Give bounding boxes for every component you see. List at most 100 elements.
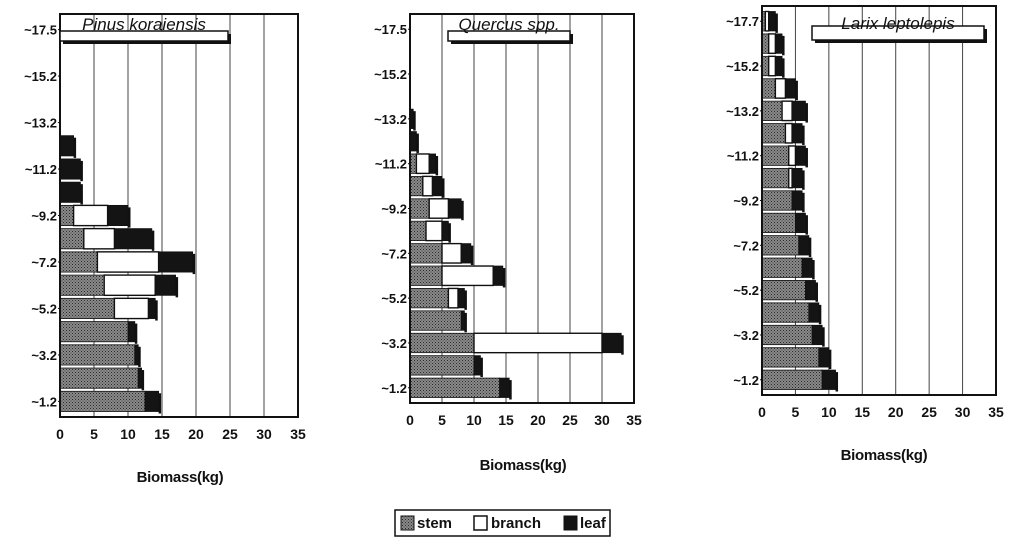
bar-shadow-~12.2 [802, 125, 805, 145]
bar-leaf-~6.2 [801, 257, 813, 278]
bar-leaf-~9.2 [107, 204, 129, 227]
bar-stem-~7.2 [409, 243, 443, 264]
x-tick-label-5: 5 [438, 412, 446, 428]
bar-stem-~8.2 [409, 220, 427, 242]
y-tick-label: ~9.2 [381, 202, 407, 217]
x-tick-label-5: 5 [90, 426, 98, 442]
bar-shadow-~1.2 [158, 393, 162, 414]
bar-shadow-~7.2 [470, 245, 474, 266]
bar-branch-~5.2 [447, 287, 459, 309]
y-tick-label: ~1.2 [733, 373, 759, 388]
y-tick-label: ~17.5 [24, 23, 57, 38]
y-tick-label: ~3.2 [733, 328, 759, 343]
x-tick-label-15: 15 [498, 412, 514, 428]
legend-label-stem: stem [417, 515, 452, 532]
bar-leaf-~8.2 [795, 212, 806, 234]
x-axis-label: Biomass(kg) [137, 469, 224, 486]
legend-label-leaf: leaf [580, 515, 607, 532]
bar-branch-~8.2 [83, 227, 116, 250]
y-tick-label: ~9.2 [733, 194, 759, 209]
x-tick-label-35: 35 [626, 412, 642, 428]
species-label-box [447, 30, 571, 42]
bar-stem-~13.2 [761, 100, 783, 121]
bar-shadow-~1.2 [509, 380, 512, 400]
bar-shadow-~8.2 [151, 230, 155, 251]
chart-pinus-koraiensis: ~17.5 ~15.2 ~13.2 ~11.2 ~9.2 ~7.2 ~5.2 ~3.2 ~1.2… [24, 13, 306, 486]
x-tick-label-30: 30 [256, 426, 272, 442]
bar-shadow-~8.2 [448, 223, 451, 243]
x-tick-label-30: 30 [594, 412, 610, 428]
bar-shadow-~5.2 [155, 300, 158, 321]
bar-shadow-~3.2 [822, 327, 825, 347]
bar-stem-~4.2 [59, 321, 129, 343]
bar-branch-~7.2 [441, 242, 462, 264]
bar-stem-~4.2 [761, 302, 810, 323]
bar-leaf-~3.2 [811, 324, 823, 346]
y-tick-label: ~9.2 [31, 209, 57, 224]
bar-shadow-~10.2 [802, 170, 805, 190]
bar-branch-~17.7 [764, 10, 770, 32]
bar-shadow-~7.2 [808, 237, 812, 258]
y-tick-label: ~3.2 [381, 336, 407, 351]
bar-leaf-~6.2 [154, 274, 176, 296]
bar-stem-~2.2 [409, 355, 475, 376]
bar-stem-~4.2 [409, 310, 462, 331]
bar-stem-~12.2 [761, 123, 786, 144]
y-tick-label: ~17.7 [726, 14, 759, 29]
x-tick-label-25: 25 [921, 404, 937, 420]
bar-stem-~6.2 [409, 265, 443, 286]
y-tick-label: ~15.2 [374, 67, 407, 82]
y-tick-label: ~1.2 [31, 394, 57, 409]
bar-branch-~6.2 [441, 265, 494, 287]
bar-branch-~12.2 [784, 122, 793, 144]
bar-shadow-~13.2 [805, 103, 808, 123]
x-tick-label-15: 15 [854, 404, 870, 420]
x-tick-label-0: 0 [758, 404, 766, 420]
y-tick-label: ~7.2 [31, 255, 57, 270]
bar-stem-~3.2 [59, 344, 136, 366]
y-tick-label: ~13.2 [726, 104, 759, 119]
bar-shadow-~2.2 [141, 370, 145, 391]
bar-stem-~8.2 [59, 228, 85, 250]
bar-stem-~10.2 [761, 167, 790, 189]
x-tick-label-0: 0 [56, 426, 64, 442]
bar-branch-~10.2 [788, 167, 793, 189]
bar-shadow-~9.2 [802, 192, 805, 213]
bar-stem-~2.2 [761, 347, 820, 368]
bar-leaf-~4.2 [460, 310, 465, 331]
bar-shadow-~14.2 [795, 80, 798, 101]
y-tick-label: ~1.2 [381, 381, 407, 396]
bar-leaf-~5.2 [805, 280, 816, 301]
bar-shadow-~11.2 [80, 160, 83, 182]
bar-shadow-~4.2 [818, 304, 822, 325]
bar-stem-~15.2 [761, 55, 770, 77]
species-title: Larix leptolepis [841, 14, 955, 33]
bar-leaf-~13.2 [791, 100, 806, 121]
x-tick-label-0: 0 [406, 412, 414, 428]
bar-branch-~9.2 [72, 204, 109, 227]
bar-stem-~9.2 [59, 204, 74, 227]
bar-shadow-~7.2 [192, 253, 196, 275]
bar-leaf-~17.7 [768, 11, 776, 32]
bar-leaf-~6.2 [492, 265, 504, 286]
x-tick-label-15: 15 [154, 426, 170, 442]
species-label-box [811, 25, 985, 41]
legend-swatch-stem [400, 515, 415, 531]
x-tick-label-20: 20 [888, 404, 904, 420]
y-tick-label: ~11.2 [25, 162, 57, 177]
bar-stem-~11.2 [761, 145, 790, 166]
chart-quercus-spp: ~17.5 ~15.2 ~13.2 ~11.2 ~9.2 ~7.2 ~5.2 ~3.2 ~1.2… [374, 13, 642, 474]
bar-leaf-~4.2 [808, 302, 820, 323]
y-tick-label: ~15.2 [24, 69, 57, 84]
x-tick-label-35: 35 [290, 426, 306, 442]
bar-leaf-~8.2 [441, 220, 449, 242]
x-tick-label-20: 20 [188, 426, 204, 442]
bar-leaf-~7.2 [798, 235, 810, 256]
bar-stem-~14.2 [761, 78, 776, 99]
bar-leaf-~12.2 [59, 135, 74, 157]
x-tick-label-35: 35 [988, 404, 1004, 420]
bar-shadow-~3.2 [138, 346, 141, 368]
bar-shadow-~5.2 [464, 290, 467, 310]
bar-branch-~14.2 [774, 78, 787, 99]
